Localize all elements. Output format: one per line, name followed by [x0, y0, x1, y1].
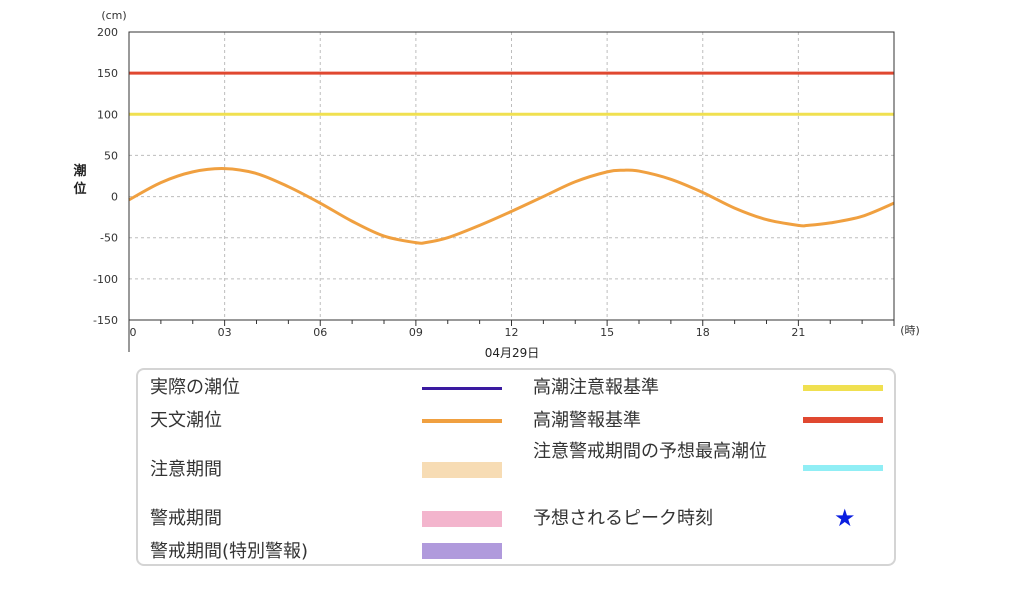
legend-swatch-predicted-max [803, 465, 883, 471]
legend-label-predicted-max: 注意警戒期間の予想最高潮位 [533, 441, 767, 462]
legend-swatch-advisory-standard [803, 385, 883, 391]
plot-frame [128, 31, 895, 321]
tide-chart: 200 150 100 50 0 -50 -100 -150 0 03 06 09 12 15 18 21 (… [73, 9, 920, 360]
legend-swatch-special-warning-period [422, 543, 502, 559]
legend-swatch-astronomical [422, 419, 502, 423]
legend-label-special-warning-period: 警戒期間(特別警報) [150, 541, 309, 562]
y-tick-label: -50 [100, 232, 118, 245]
threshold-lines [129, 71, 894, 116]
y-tick-label: 200 [97, 26, 118, 39]
x-tick-label: 21 [791, 326, 805, 339]
y-tick-label: -150 [93, 314, 118, 327]
y-unit-label: (cm) [101, 9, 126, 22]
y-tick-label: 50 [104, 149, 118, 162]
date-label: 04月29日 [485, 346, 540, 360]
legend-label-warning-standard: 高潮警報基準 [533, 410, 641, 431]
legend-swatch-warning-standard [803, 417, 883, 423]
x-tick-label: 09 [409, 326, 423, 339]
legend-label-actual: 実際の潮位 [150, 377, 240, 398]
y-tick-label: 0 [111, 191, 118, 204]
x-unit-label: (時) [900, 324, 920, 337]
x-tick-label: 18 [696, 326, 710, 339]
legend-swatch-actual [422, 387, 502, 390]
x-tick-label: 15 [600, 326, 614, 339]
y-tick-label: 150 [97, 67, 118, 80]
chart-axes: 200 150 100 50 0 -50 -100 -150 0 03 06 09 12 15 18 21 [93, 26, 895, 352]
x-tick-label: 12 [505, 326, 519, 339]
x-tick-label: 06 [313, 326, 327, 339]
y-label-char: 位 [73, 181, 86, 197]
legend: 実際の潮位 天文潮位 注意期間 警戒期間 警戒期間(特別警報) 高潮注意報基準 … [136, 368, 896, 566]
series-line-astronomical-tide [128, 167, 895, 245]
legend-swatch-warning-period [422, 511, 502, 527]
x-tick-label: 03 [218, 326, 232, 339]
chart-grid [129, 31, 894, 321]
star-icon: ★ [834, 504, 856, 532]
legend-label-caution-period: 注意期間 [150, 459, 222, 480]
y-tick-label: 100 [97, 108, 118, 121]
x-tick-label: 0 [130, 326, 137, 339]
legend-label-peak-time: 予想されるピーク時刻 [533, 508, 713, 529]
legend-label-advisory-standard: 高潮注意報基準 [533, 377, 659, 398]
y-axis-label: 潮位 [73, 163, 86, 197]
legend-swatch-caution-period [422, 462, 502, 478]
y-tick-label: -100 [93, 273, 118, 286]
tide-series [128, 167, 895, 245]
y-label-char: 潮 [73, 163, 86, 179]
legend-label-warning-period: 警戒期間 [150, 508, 222, 529]
legend-label-astronomical: 天文潮位 [150, 410, 222, 431]
